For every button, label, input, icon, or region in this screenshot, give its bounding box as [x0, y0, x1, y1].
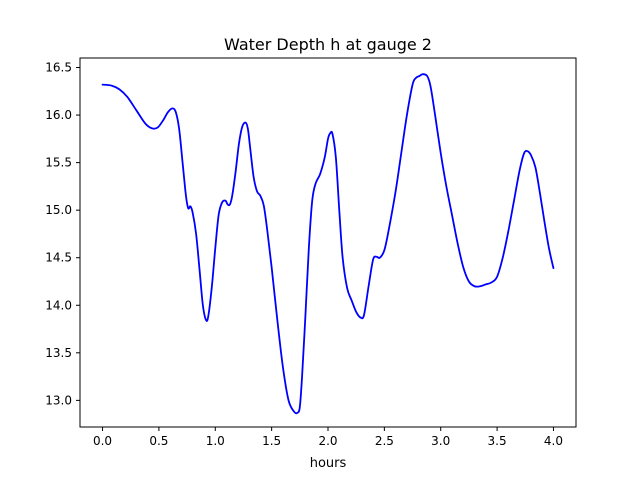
- y-tick-label: 14.0: [45, 298, 72, 312]
- x-tick-label: 0.0: [93, 434, 112, 448]
- axis-ticks: 0.0 0.5 1.0 1.5 2.0 2.5 3.0 3.5 4.0 13.0 13.5 14.0 1…: [45, 61, 563, 448]
- y-tick-label: 15.0: [45, 203, 72, 217]
- y-tick-label: 15.5: [45, 156, 72, 170]
- y-tick-label: 16.5: [45, 61, 72, 75]
- axes-frame: [79, 57, 577, 428]
- x-tick-label: 2.5: [375, 434, 394, 448]
- plot-area: [101, 73, 555, 415]
- x-axis-label: hours: [310, 456, 347, 471]
- x-tick-label: 1.5: [262, 434, 281, 448]
- y-tick-label: 14.5: [45, 251, 72, 265]
- series-line: [101, 73, 555, 415]
- y-tick-label: 13.0: [45, 393, 72, 407]
- x-tick-label: 1.0: [206, 434, 225, 448]
- x-tick-label: 4.0: [544, 434, 563, 448]
- x-tick-label: 2.0: [318, 434, 337, 448]
- x-tick-label: 3.0: [431, 434, 450, 448]
- y-tick-label: 13.5: [45, 346, 72, 360]
- y-tick-label: 16.0: [45, 108, 72, 122]
- x-tick-label: 0.5: [149, 434, 168, 448]
- x-tick-label: 3.5: [488, 434, 507, 448]
- chart-title: Water Depth h at gauge 2: [224, 35, 432, 54]
